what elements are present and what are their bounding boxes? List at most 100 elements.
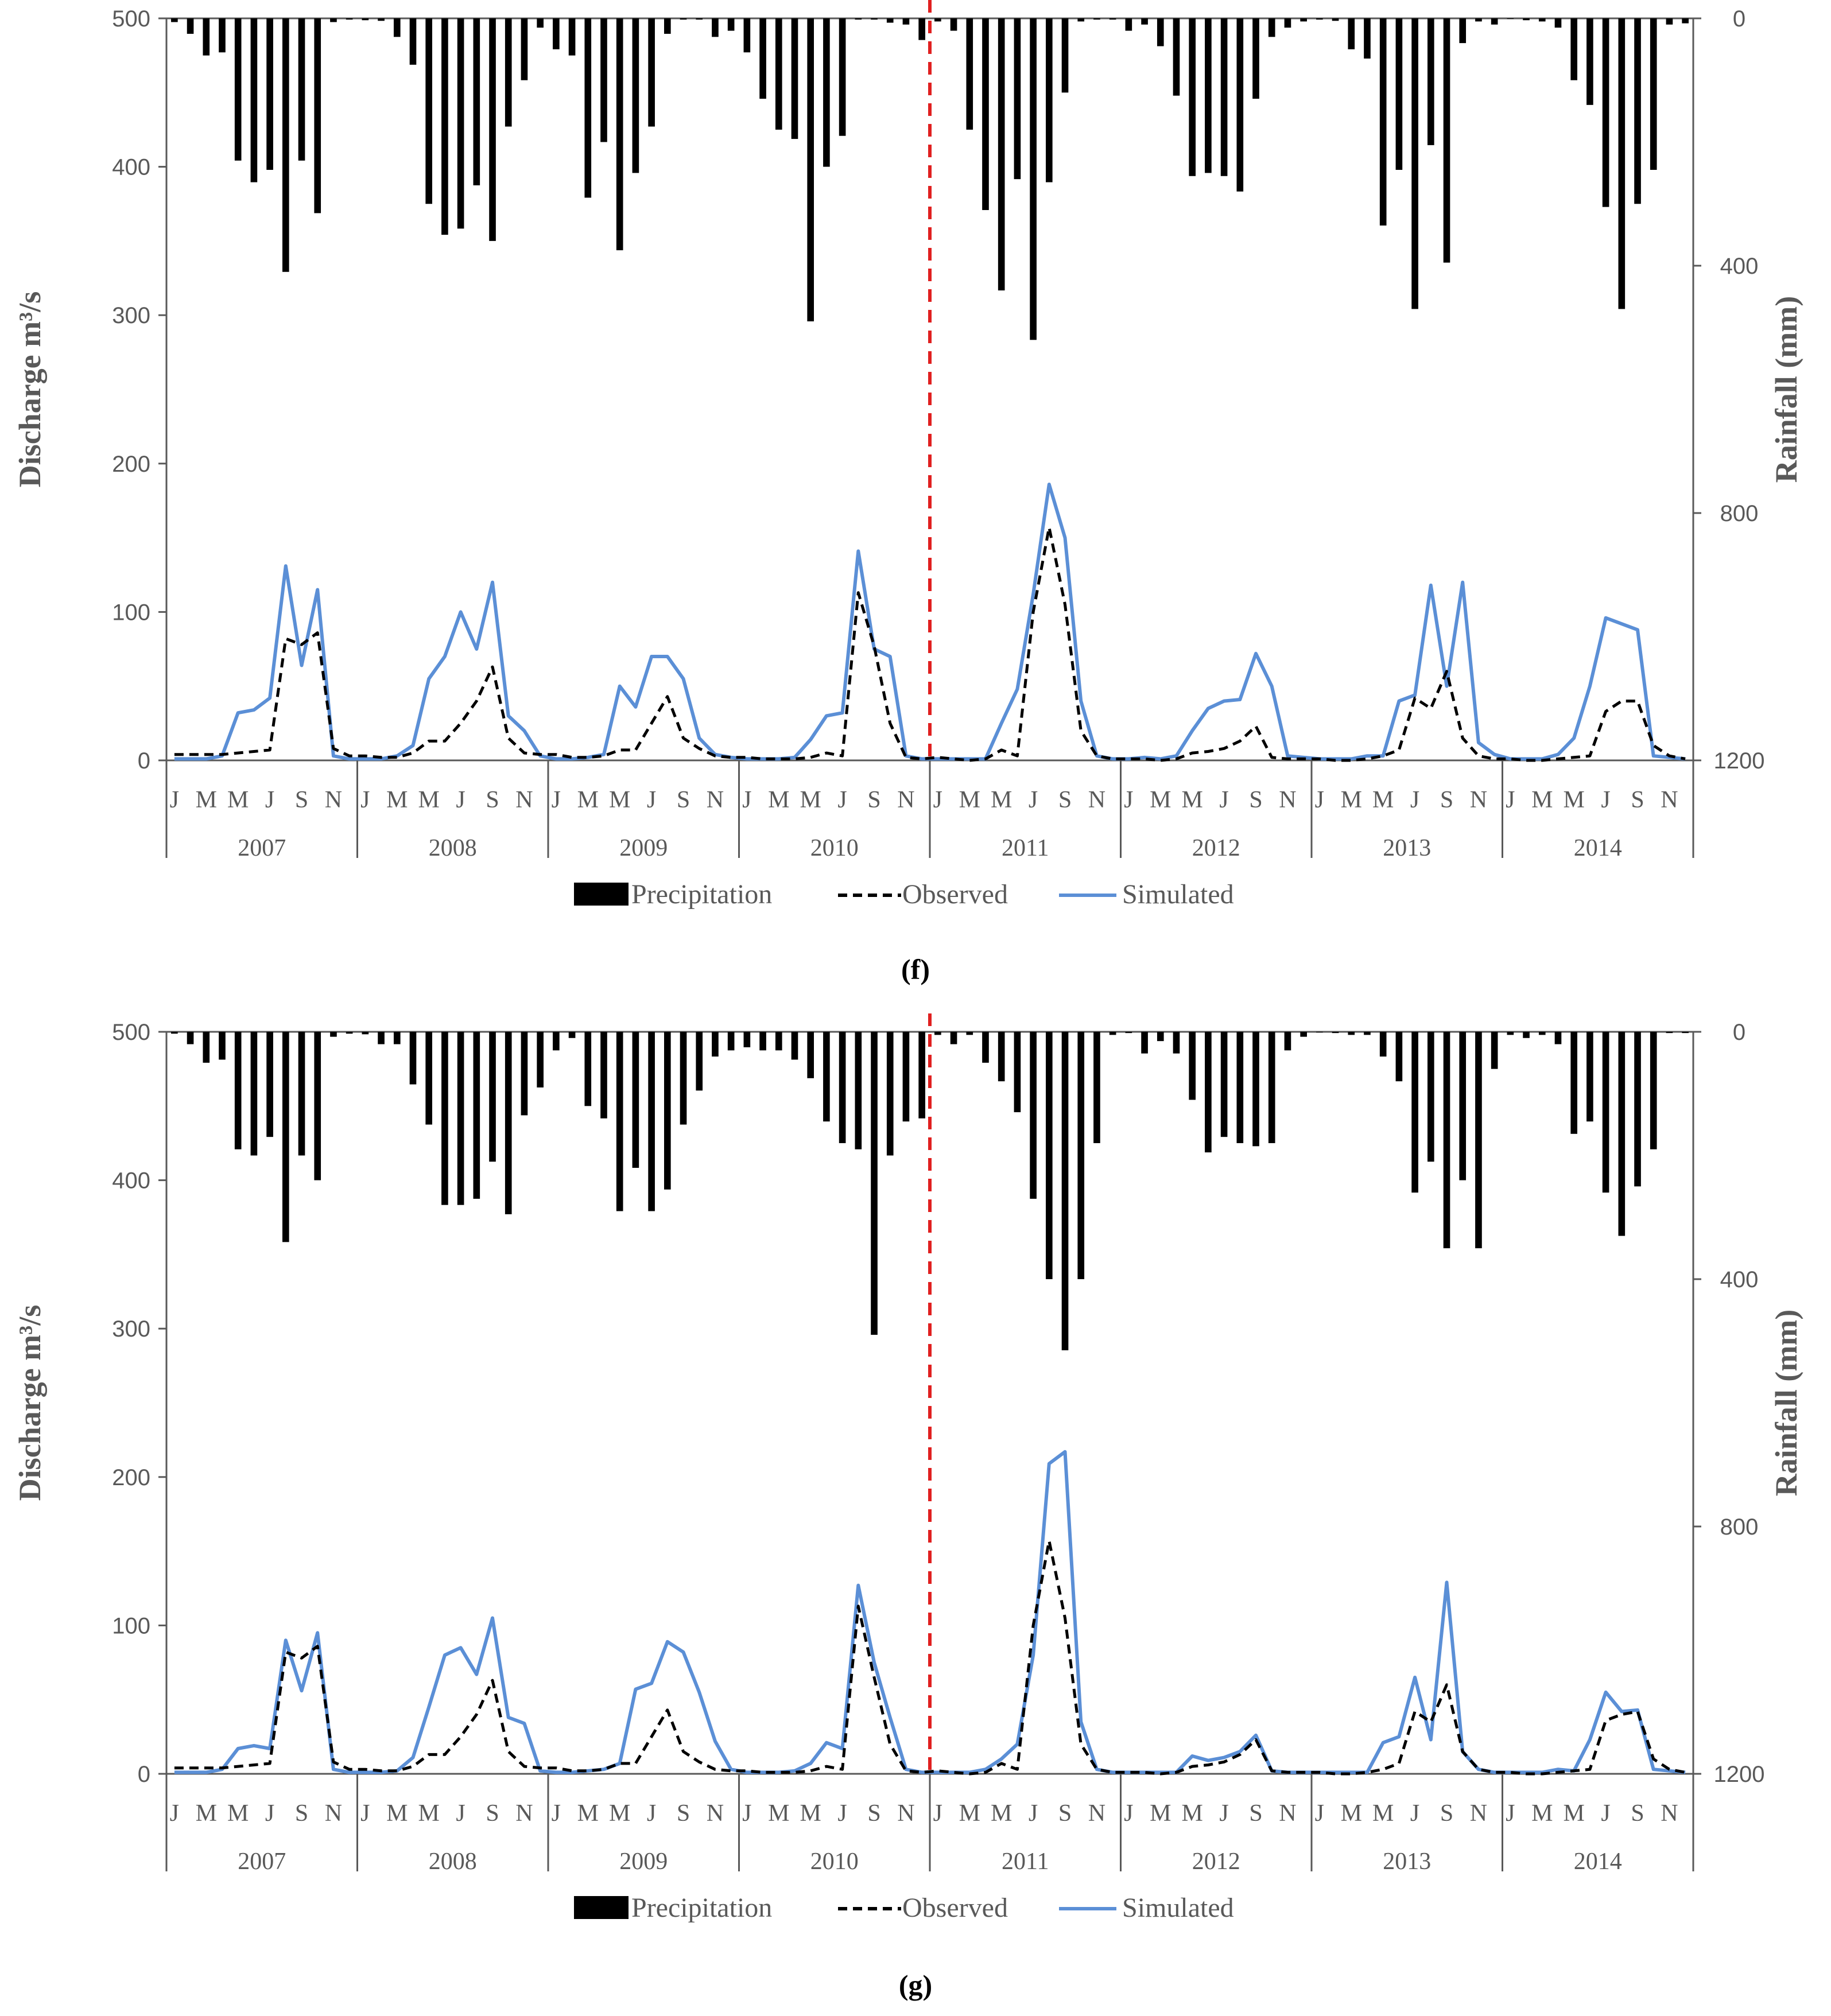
month-tick-label: N	[1088, 787, 1105, 813]
left-axis-title: Discharge m³/s	[13, 292, 47, 488]
month-tick-label: J	[1029, 787, 1038, 813]
precipitation-bar	[727, 18, 735, 31]
precipitation-bar	[393, 1032, 401, 1044]
precipitation-bar	[855, 1032, 862, 1149]
precipitation-bar	[648, 1032, 655, 1211]
precipitation-bar	[1189, 18, 1196, 176]
month-tick-label: J	[647, 1800, 656, 1827]
precipitation-bar	[1379, 18, 1387, 226]
month-tick-label: N	[707, 787, 724, 813]
precipitation-bar	[1554, 1032, 1562, 1044]
precipitation-bar	[1125, 1032, 1132, 1034]
year-label: 2014	[1574, 1848, 1622, 1875]
year-label: 2014	[1574, 835, 1622, 861]
month-tick-label: N	[1279, 787, 1296, 813]
month-tick-label: M	[577, 787, 599, 813]
month-tick-label: N	[515, 1800, 533, 1827]
precipitation-bar	[1045, 18, 1053, 182]
legend-precipitation-swatch	[574, 1896, 629, 1919]
year-label: 2009	[619, 1848, 668, 1875]
year-label: 2013	[1383, 1848, 1431, 1875]
precipitation-bar	[1077, 18, 1085, 22]
panel-f: 0 100 200 300 400 500 1200 800 400 0 Discharge m³/…	[0, 0, 1831, 941]
month-tick-label: J	[1601, 787, 1610, 813]
precipitation-bar	[1205, 18, 1212, 173]
precipitation-bar	[1205, 1032, 1212, 1153]
precipitation-bar	[1459, 18, 1467, 44]
precipitation-bar	[871, 1032, 878, 1335]
left-axis-title: Discharge m³/s	[13, 1305, 47, 1501]
precipitation-bar	[1682, 1032, 1689, 1034]
precipitation-bar	[791, 1032, 798, 1060]
month-tick-label: N	[897, 1800, 914, 1827]
precipitation-bar	[791, 18, 798, 139]
precipitation-bar	[457, 1032, 464, 1205]
legend-simulated-label: Simulated	[1122, 879, 1234, 910]
month-tick-label: M	[1182, 1800, 1203, 1827]
precipitation-bar	[1030, 1032, 1037, 1199]
month-tick-label: M	[768, 787, 789, 813]
precipitation-bar	[998, 1032, 1005, 1082]
right-tick-label: 800	[1720, 501, 1759, 526]
year-label: 2013	[1383, 835, 1431, 861]
precipitation-bar	[918, 18, 925, 40]
right-tick-label: 0	[1733, 6, 1745, 32]
precipitation-bar	[1332, 1032, 1339, 1034]
month-tick-label: J	[1315, 1800, 1324, 1827]
precipitation-bar	[187, 1032, 194, 1044]
month-tick-label: M	[959, 787, 980, 813]
year-label: 2007	[238, 835, 286, 861]
month-tick-label: S	[1440, 1800, 1453, 1827]
precipitation-bar	[441, 1032, 448, 1205]
precipitation-bar	[934, 1032, 941, 1035]
month-tick-label: J	[1219, 787, 1228, 813]
precipitation-bar	[632, 1032, 639, 1168]
precipitation-bar	[1157, 18, 1164, 46]
precipitation-bar	[553, 18, 560, 49]
left-tick-label: 200	[112, 1465, 150, 1490]
month-tick-label: M	[1531, 1800, 1553, 1827]
precipitation-bar	[775, 1032, 782, 1051]
precipitation-bar	[1618, 18, 1626, 309]
precipitation-bar	[330, 18, 337, 22]
precipitation-bar	[314, 1032, 321, 1180]
left-tick-label: 500	[112, 1020, 150, 1045]
precipitation-bar	[505, 18, 512, 127]
precipitation-bar	[282, 1032, 289, 1242]
month-tick-label: S	[486, 787, 499, 813]
month-tick-label: M	[959, 1800, 980, 1827]
chart-g: 0 100 200 300 400 500 1200 800 400 0 Discharge m³/…	[13, 1013, 1803, 1923]
month-tick-label: M	[991, 787, 1012, 813]
precipitation-bar	[1364, 1032, 1371, 1035]
legend-simulated-label: Simulated	[1122, 1893, 1234, 1923]
precipitation-bar	[950, 1032, 957, 1044]
month-tick-label: J	[552, 787, 561, 813]
month-tick-label: M	[386, 787, 408, 813]
right-tick-label: 1200	[1714, 748, 1765, 774]
precipitation-bar	[537, 1032, 544, 1087]
precipitation-bar	[807, 18, 814, 321]
precipitation-bar	[1348, 18, 1355, 49]
month-tick-label: M	[991, 1800, 1012, 1827]
precipitation-bar	[712, 1032, 719, 1057]
precipitation-bar	[1459, 1032, 1467, 1180]
month-tick-label: J	[456, 787, 465, 813]
month-tick-label: J	[360, 1800, 370, 1827]
precipitation-bar	[1443, 18, 1450, 263]
month-tick-label: J	[742, 787, 751, 813]
precipitation-bar	[712, 18, 719, 37]
precipitation-bar	[219, 18, 226, 53]
precipitation-bar	[886, 18, 894, 23]
month-tick-label: N	[515, 787, 533, 813]
precipitation-bar	[1061, 1032, 1069, 1350]
precipitation-bar	[1268, 1032, 1275, 1143]
month-tick-label: M	[1372, 787, 1394, 813]
month-tick-label: M	[227, 1800, 249, 1827]
precipitation-bar	[1538, 1032, 1546, 1035]
month-tick-label: S	[295, 1800, 308, 1827]
precipitation-bar	[1284, 1032, 1291, 1051]
month-tick-label: J	[265, 787, 274, 813]
precipitation-bar	[1443, 1032, 1450, 1249]
month-tick-label: N	[1470, 1800, 1487, 1827]
year-label: 2008	[429, 1848, 477, 1875]
